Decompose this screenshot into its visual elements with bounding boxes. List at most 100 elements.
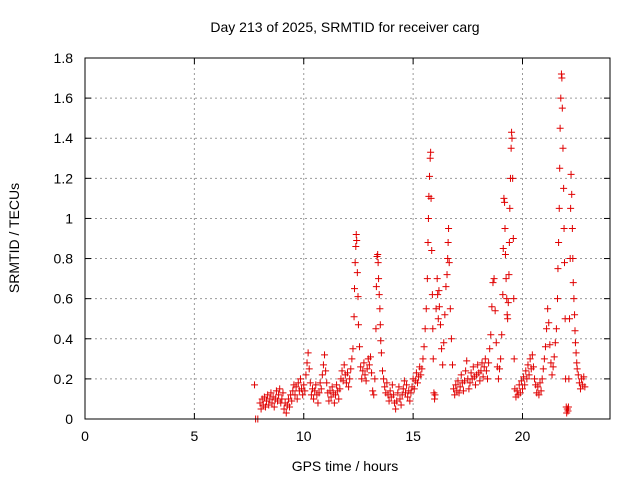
data-point	[496, 365, 504, 373]
data-point	[543, 325, 551, 333]
data-point	[397, 401, 405, 409]
data-point	[267, 389, 275, 397]
data-point	[380, 375, 388, 383]
y-tick-label: 1.2	[54, 170, 74, 186]
plot-frame	[84, 57, 611, 420]
data-point	[526, 355, 534, 363]
data-point	[388, 381, 396, 389]
data-point	[427, 148, 435, 156]
data-point	[370, 391, 378, 399]
data-point	[580, 373, 588, 381]
data-point	[451, 391, 459, 399]
data-point	[456, 383, 464, 391]
data-point	[296, 375, 304, 383]
data-point	[407, 389, 415, 397]
data-point	[488, 303, 496, 311]
data-point	[439, 361, 447, 369]
data-point	[487, 331, 495, 339]
data-point	[576, 385, 584, 393]
data-point	[449, 361, 456, 369]
data-point	[420, 343, 428, 351]
data-point	[293, 395, 301, 403]
data-point	[484, 375, 491, 383]
data-point	[561, 259, 568, 267]
data-point	[541, 343, 549, 351]
data-point	[328, 383, 336, 391]
data-point	[342, 379, 350, 387]
data-point	[503, 295, 511, 303]
data-point	[366, 353, 374, 361]
data-point	[404, 393, 412, 401]
data-point	[467, 369, 475, 377]
data-point	[318, 371, 326, 379]
data-point	[454, 377, 462, 385]
data-point	[336, 385, 344, 393]
data-point	[504, 299, 512, 307]
data-point	[299, 391, 307, 399]
data-point	[376, 321, 384, 329]
data-point	[286, 403, 294, 411]
data-point	[466, 379, 474, 387]
data-point	[558, 104, 566, 112]
data-point	[304, 349, 312, 357]
data-point	[410, 385, 418, 393]
data-point	[436, 321, 444, 329]
data-point	[574, 371, 582, 379]
data-point	[335, 395, 343, 403]
data-point	[394, 389, 402, 397]
data-point	[360, 359, 368, 367]
data-point	[431, 391, 439, 399]
data-point	[288, 397, 296, 405]
data-points	[251, 70, 589, 423]
data-point	[353, 269, 361, 277]
data-point	[572, 349, 580, 357]
data-point	[538, 375, 546, 383]
data-point	[519, 385, 526, 393]
data-point	[569, 279, 577, 287]
data-point	[508, 134, 516, 142]
data-point	[294, 379, 302, 387]
data-point	[504, 315, 512, 323]
data-point	[438, 345, 446, 353]
data-point	[490, 275, 498, 283]
data-point	[508, 128, 516, 136]
data-point	[305, 365, 313, 373]
data-point	[457, 371, 465, 379]
data-point	[510, 355, 518, 363]
data-point	[509, 235, 517, 242]
data-point	[419, 355, 427, 363]
data-point	[443, 271, 451, 279]
data-point	[505, 239, 513, 247]
data-point	[389, 391, 397, 399]
data-point	[564, 403, 572, 411]
data-point	[568, 224, 576, 232]
data-point	[400, 377, 408, 385]
data-point	[278, 395, 286, 403]
data-point	[372, 283, 380, 291]
data-point	[565, 375, 573, 383]
data-point	[435, 287, 443, 295]
data-point	[534, 383, 542, 391]
data-point	[558, 74, 566, 82]
data-point	[418, 365, 426, 373]
data-point	[331, 391, 339, 399]
data-point	[474, 361, 482, 369]
data-point	[434, 315, 442, 323]
data-point	[385, 397, 393, 405]
data-point	[528, 351, 536, 359]
data-point	[353, 237, 361, 245]
data-point	[546, 341, 554, 349]
data-point	[560, 184, 568, 192]
data-point	[455, 389, 463, 397]
y-tick-label: 0.4	[54, 331, 74, 347]
data-point	[414, 379, 421, 387]
data-point	[302, 371, 310, 379]
data-point	[540, 355, 548, 363]
data-point	[412, 369, 420, 377]
data-point	[417, 371, 425, 379]
data-point	[358, 375, 366, 383]
data-point	[330, 399, 338, 407]
data-point	[479, 373, 487, 381]
data-point	[571, 327, 579, 335]
data-point	[375, 291, 383, 299]
